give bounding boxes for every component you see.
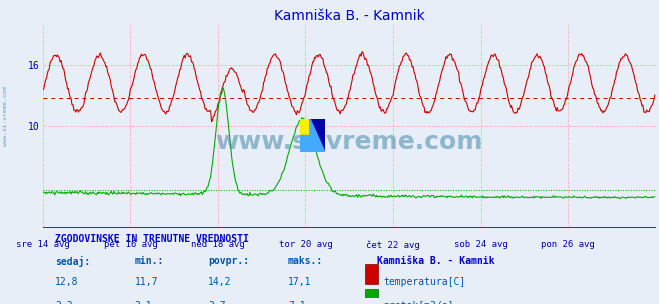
Text: 14,2: 14,2 xyxy=(208,277,232,287)
Text: 17,1: 17,1 xyxy=(288,277,312,287)
Polygon shape xyxy=(310,119,325,152)
Text: www.si-vreme.com: www.si-vreme.com xyxy=(3,85,8,146)
Text: 3,1: 3,1 xyxy=(134,302,152,304)
Bar xyxy=(364,264,378,284)
Bar xyxy=(300,119,312,135)
Text: 11,7: 11,7 xyxy=(134,277,158,287)
Text: tor 20 avg: tor 20 avg xyxy=(279,240,332,249)
Text: pet 16 avg: pet 16 avg xyxy=(103,240,158,249)
Text: maks.:: maks.: xyxy=(288,256,323,266)
Text: ZGODOVINSKE IN TRENUTNE VREDNOSTI: ZGODOVINSKE IN TRENUTNE VREDNOSTI xyxy=(55,233,249,244)
Bar xyxy=(364,289,378,304)
Text: pon 26 avg: pon 26 avg xyxy=(541,240,595,249)
Text: čet 22 avg: čet 22 avg xyxy=(366,240,420,250)
Text: 12,8: 12,8 xyxy=(55,277,78,287)
Bar xyxy=(312,119,325,135)
Text: Kamniška B. - Kamnik: Kamniška B. - Kamnik xyxy=(377,256,494,266)
Text: 3,3: 3,3 xyxy=(55,302,72,304)
Title: Kamniška B. - Kamnik: Kamniška B. - Kamnik xyxy=(274,9,424,23)
Text: sedaj:: sedaj: xyxy=(55,256,90,267)
Text: 7,1: 7,1 xyxy=(288,302,306,304)
Text: min.:: min.: xyxy=(134,256,164,266)
Text: pretok[m3/s]: pretok[m3/s] xyxy=(383,302,453,304)
Bar xyxy=(300,135,325,152)
Text: povpr.:: povpr.: xyxy=(208,256,250,266)
Text: 3,7: 3,7 xyxy=(208,302,226,304)
Polygon shape xyxy=(310,119,325,152)
Text: sre 14 avg: sre 14 avg xyxy=(16,240,70,249)
Text: temperatura[C]: temperatura[C] xyxy=(383,277,465,287)
Text: ned 18 avg: ned 18 avg xyxy=(191,240,244,249)
Text: sob 24 avg: sob 24 avg xyxy=(454,240,507,249)
Text: www.si-vreme.com: www.si-vreme.com xyxy=(215,130,483,154)
